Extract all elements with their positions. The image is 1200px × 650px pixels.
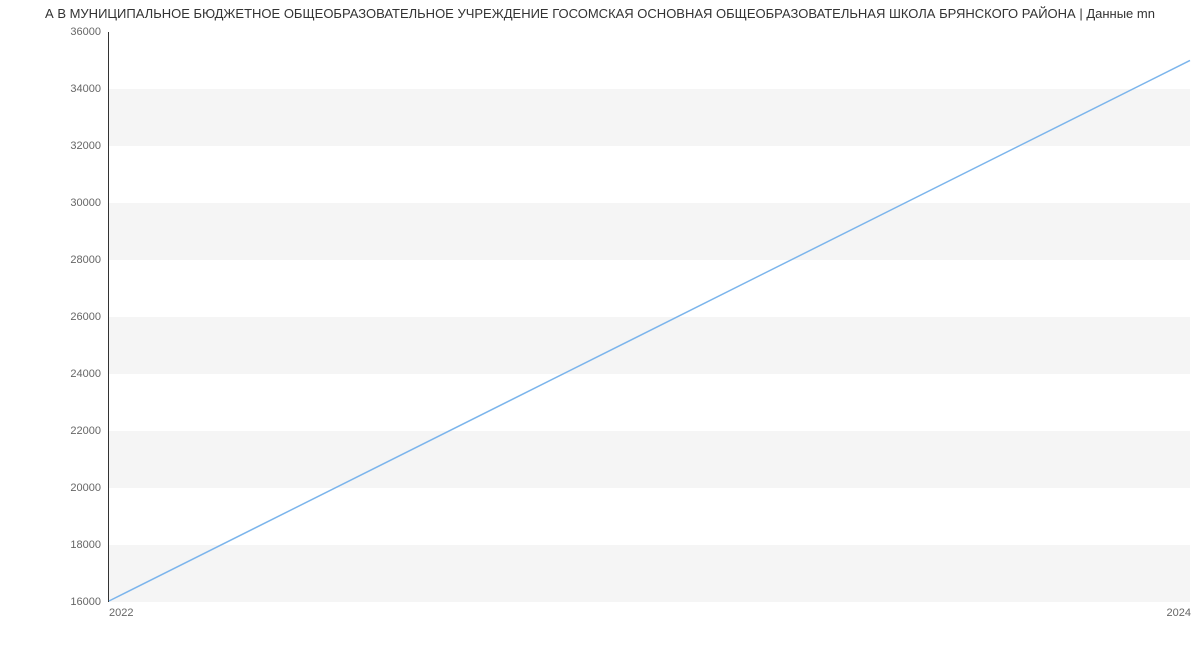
y-tick-label: 24000 [70, 368, 101, 380]
y-tick-label: 26000 [70, 311, 101, 323]
y-tick-label: 16000 [70, 596, 101, 608]
y-tick-label: 22000 [70, 425, 101, 437]
y-tick-label: 28000 [70, 254, 101, 266]
y-tick-label: 34000 [70, 83, 101, 95]
series-line [109, 60, 1190, 601]
y-tick-label: 32000 [70, 140, 101, 152]
y-tick-label: 18000 [70, 539, 101, 551]
x-tick-label: 2022 [109, 607, 133, 619]
x-tick-label: 2024 [1167, 607, 1191, 619]
y-tick-label: 20000 [70, 482, 101, 494]
y-tick-label: 30000 [70, 197, 101, 209]
plot-area: 1600018000200002200024000260002800030000… [108, 32, 1190, 602]
line-layer [109, 32, 1190, 601]
chart-title: А В МУНИЦИПАЛЬНОЕ БЮДЖЕТНОЕ ОБЩЕОБРАЗОВА… [0, 6, 1200, 21]
chart-container: А В МУНИЦИПАЛЬНОЕ БЮДЖЕТНОЕ ОБЩЕОБРАЗОВА… [0, 0, 1200, 650]
y-tick-label: 36000 [70, 26, 101, 38]
